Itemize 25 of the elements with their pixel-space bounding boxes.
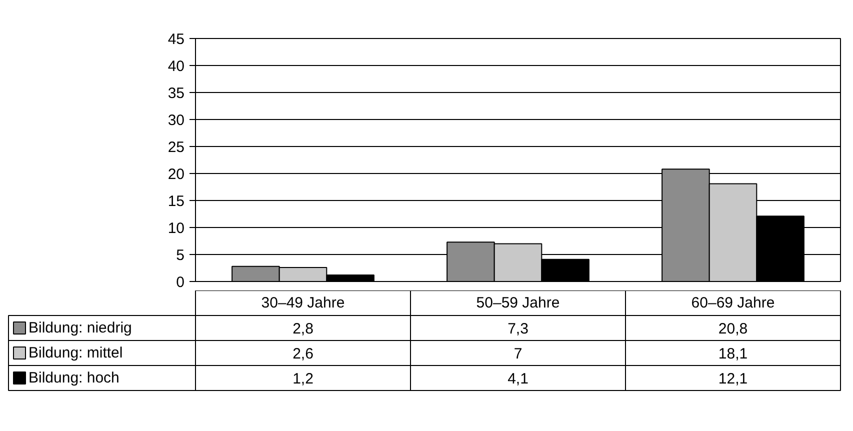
text: 4,1 (508, 370, 528, 388)
text: 2,8 (292, 320, 314, 338)
text: 2,6 (292, 346, 314, 362)
y-tick-label: 30 (168, 112, 185, 129)
y-tick-label: 45 (168, 31, 185, 48)
text: 12,1 (718, 370, 748, 388)
y-tick-label: 5 (176, 247, 184, 264)
legend-label: Bildung: niedrig (28, 320, 132, 336)
text: 20,8 (718, 320, 748, 338)
x-tick-label: 30–49 Jahre (261, 294, 345, 312)
x-tick-label: 60–69 Jahre (691, 294, 775, 312)
y-tick-label: 15 (168, 193, 185, 210)
y-tick-label: 10 (168, 220, 185, 237)
y-tick-label: 20 (168, 166, 185, 183)
y-tick-label: 40 (168, 58, 185, 75)
text: 7,3 (508, 320, 528, 338)
y-tick-label: 35 (168, 85, 185, 102)
x-tick-label: 50–59 Jahre (476, 294, 560, 312)
text: 18,1 (718, 346, 748, 362)
legend-label: Bildung: hoch (28, 370, 120, 386)
y-tick-label: 0 (176, 274, 184, 291)
legend-label: Bildung: mittel (28, 344, 123, 362)
text: 1,2 (292, 370, 314, 388)
y-tick-label: 25 (168, 139, 185, 156)
text: 7 (514, 346, 522, 362)
